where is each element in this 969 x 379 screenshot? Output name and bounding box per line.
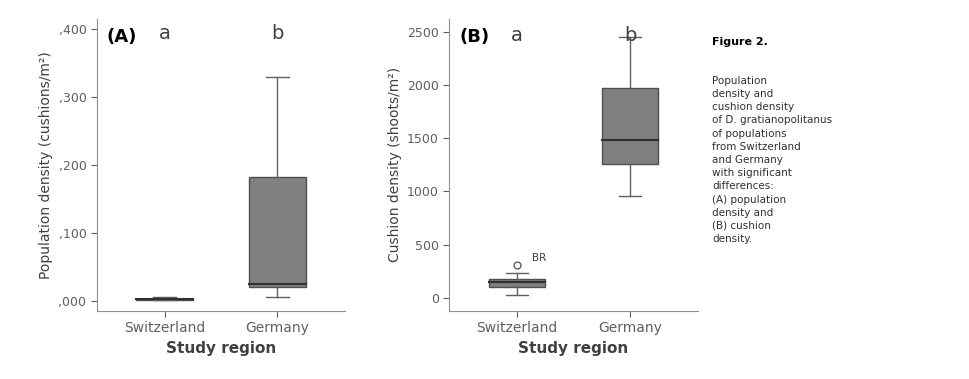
- FancyBboxPatch shape: [489, 279, 546, 287]
- Text: (B): (B): [459, 28, 489, 46]
- Y-axis label: Population density (cushions/m²): Population density (cushions/m²): [39, 51, 53, 279]
- Y-axis label: Cushion density (shoots/m²): Cushion density (shoots/m²): [388, 67, 401, 262]
- X-axis label: Study region: Study region: [518, 341, 629, 356]
- FancyBboxPatch shape: [137, 299, 193, 300]
- Text: b: b: [624, 25, 637, 44]
- Text: Population
density and
cushion density
of D. gratianopolitanus
of populations
fr: Population density and cushion density o…: [712, 76, 832, 244]
- Text: (A): (A): [107, 28, 138, 46]
- Text: a: a: [512, 25, 523, 44]
- Text: BR: BR: [532, 254, 547, 263]
- FancyBboxPatch shape: [249, 177, 305, 287]
- Text: Figure 2.: Figure 2.: [712, 38, 768, 47]
- X-axis label: Study region: Study region: [166, 341, 276, 356]
- Text: b: b: [271, 24, 284, 43]
- Text: a: a: [159, 24, 171, 43]
- FancyBboxPatch shape: [602, 88, 658, 164]
